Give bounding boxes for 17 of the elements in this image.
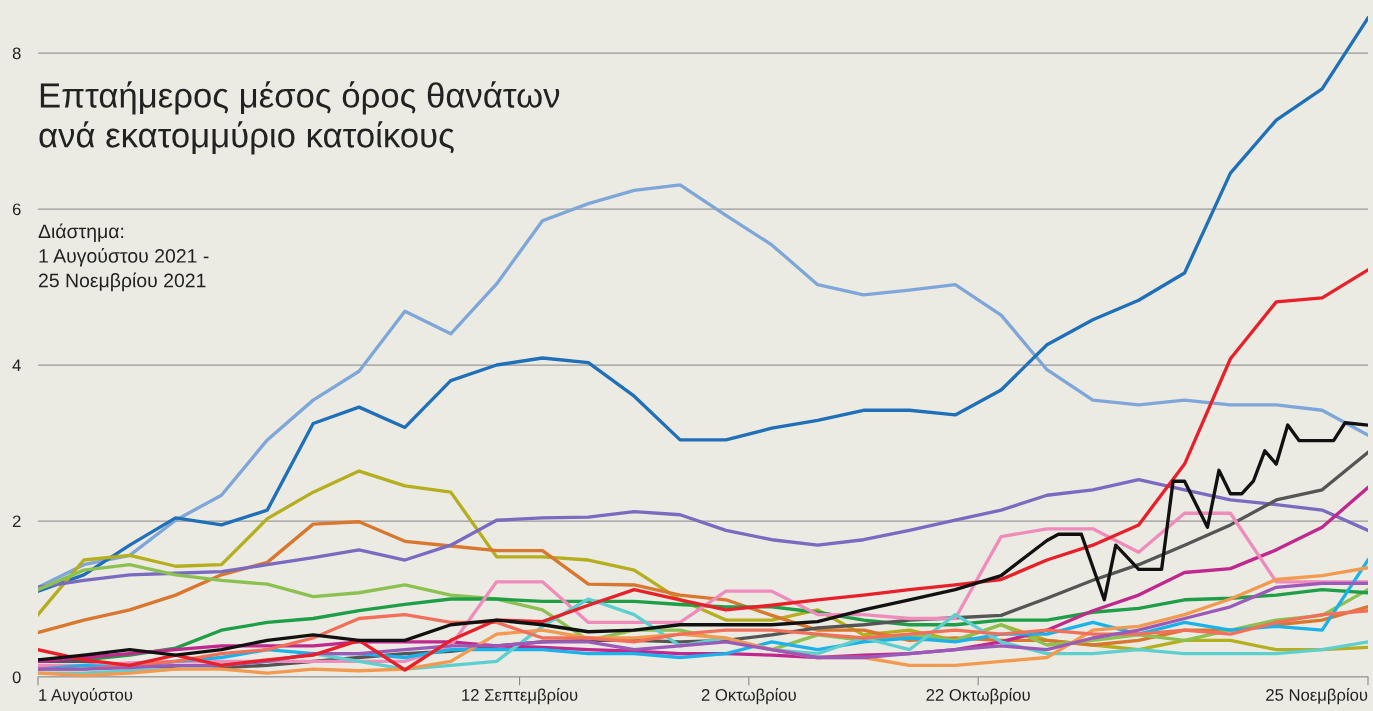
y-tick-label: 0 <box>12 671 21 684</box>
y-tick-label: 4 <box>12 359 21 372</box>
line-series <box>38 581 1368 671</box>
line-series <box>38 268 1368 672</box>
line-series <box>38 16 1368 593</box>
x-tick-label: 22 Οκτωβρίου <box>926 688 1030 705</box>
x-tick-label: 12 Σεπτεμβρίου <box>462 688 578 705</box>
text: Διάστημα: 1 Αυγούστου 2021 - 25 Νοεμβρίου 2021 <box>38 223 209 292</box>
line-series <box>38 478 1368 589</box>
x-tick-label: 2 Οκτωβρίου <box>701 688 796 705</box>
x-tick-label: 1 Αυγούστου <box>39 688 133 705</box>
text: Επταήμερος μέσος όρος θανάτων ανά εκατομμύριο κατοίκους <box>39 81 560 155</box>
x-tick-label: 25 Νοεμβρίου <box>1266 688 1368 705</box>
y-tick-label: 6 <box>12 203 21 216</box>
line-series <box>38 183 1368 589</box>
y-tick-label: 8 <box>12 47 21 60</box>
y-tick-label: 2 <box>12 515 21 528</box>
